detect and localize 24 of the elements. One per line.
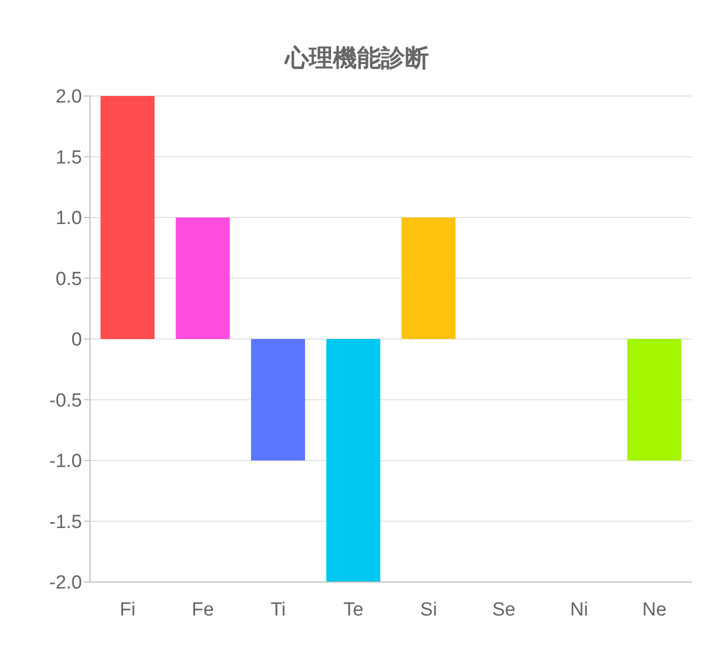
y-tick-label: -2.0 [49, 572, 82, 594]
y-tick-label: -0.5 [49, 390, 82, 412]
x-tick-label: Se [492, 599, 516, 620]
chart-title: 心理機能診断 [283, 44, 430, 74]
y-tick-label: 0 [71, 330, 82, 351]
x-tick-label: Fe [192, 599, 214, 620]
x-tick-label: Te [343, 599, 364, 620]
y-tick-label: 1.0 [56, 208, 82, 230]
bar [627, 339, 682, 460]
x-tick-label: Fi [120, 599, 136, 620]
bar [402, 218, 456, 339]
bar [251, 339, 306, 460]
y-tick-label: -1.0 [49, 451, 82, 472]
y-tick-label: 2.0 [56, 86, 82, 108]
y-tick-label: 1.5 [56, 147, 82, 168]
x-tick-label: Ne [642, 599, 667, 620]
x-tick-label: Si [420, 599, 438, 620]
bar [100, 96, 155, 339]
x-tick-label: Ti [270, 599, 286, 620]
bar [176, 218, 230, 339]
bar [326, 339, 380, 582]
x-tick-label: Ni [570, 599, 588, 620]
y-tick-label: 0.5 [56, 268, 82, 290]
y-tick-label: -1.5 [49, 512, 82, 533]
